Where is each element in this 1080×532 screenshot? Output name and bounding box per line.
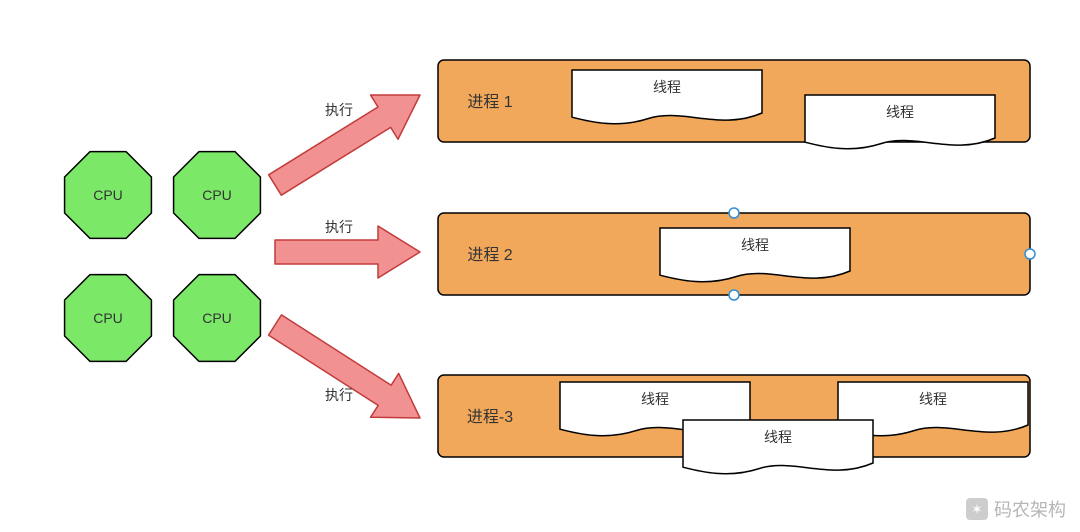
thread-label: 线程: [641, 391, 669, 407]
thread-box: 线程: [660, 228, 850, 282]
thread-label: 线程: [919, 391, 947, 407]
process-box: 进程 2 线程: [438, 208, 1035, 300]
cpu-process-thread-diagram: CPUCPUCPUCPU执行执行执行进程 1线程线程进程 2线程进程-3线程线程…: [0, 0, 1080, 532]
thread-label: 线程: [741, 237, 769, 253]
selection-handle: [729, 208, 739, 218]
cpu-label: CPU: [202, 187, 232, 203]
thread-label: 线程: [886, 104, 914, 120]
cpu-node: CPU: [65, 275, 152, 362]
process-label: 进程 1: [467, 93, 512, 111]
watermark: ✶ 码农架构: [966, 496, 1066, 522]
arrow-label: 执行: [325, 219, 353, 235]
process-label: 进程 2: [467, 246, 512, 264]
selection-handle: [729, 290, 739, 300]
process-box: 进程 1线程线程: [438, 60, 1030, 149]
arrow-label: 执行: [325, 387, 353, 403]
wechat-icon: ✶: [966, 498, 988, 520]
thread-box: 线程: [805, 95, 995, 149]
process-box: 进程-3线程线程线程: [438, 375, 1030, 474]
execute-arrow: [261, 303, 434, 440]
execute-arrow: [261, 73, 433, 207]
cpu-node: CPU: [174, 275, 261, 362]
cpu-node: CPU: [65, 152, 152, 239]
selection-handle: [1025, 249, 1035, 259]
thread-label: 线程: [653, 79, 681, 95]
cpu-label: CPU: [202, 310, 232, 326]
thread-box: 线程: [572, 70, 762, 124]
process-label: 进程-3: [467, 408, 513, 426]
cpu-label: CPU: [93, 187, 123, 203]
cpu-label: CPU: [93, 310, 123, 326]
watermark-text: 码农架构: [994, 496, 1066, 522]
arrow-label: 执行: [325, 102, 353, 118]
thread-label: 线程: [764, 429, 792, 445]
cpu-node: CPU: [174, 152, 261, 239]
thread-box: 线程: [683, 420, 873, 474]
